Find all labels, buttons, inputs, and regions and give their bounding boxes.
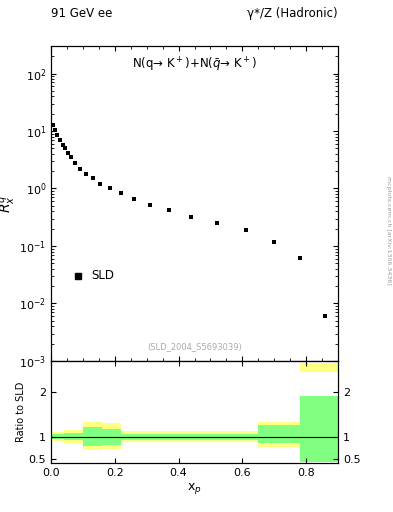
Y-axis label: Ratio to SLD: Ratio to SLD <box>16 382 26 442</box>
Bar <box>83 422 102 450</box>
Bar <box>51 432 64 441</box>
Bar <box>121 431 258 442</box>
Y-axis label: $R^q_x$: $R^q_x$ <box>0 195 18 212</box>
Bar <box>121 434 258 440</box>
Bar <box>83 427 102 445</box>
Bar <box>258 422 300 447</box>
Bar <box>102 423 121 449</box>
Text: γ*/Z (Hadronic): γ*/Z (Hadronic) <box>247 8 338 20</box>
Bar <box>300 396 338 462</box>
Bar <box>102 429 121 444</box>
Text: 91 GeV ee: 91 GeV ee <box>51 8 112 20</box>
Bar <box>51 434 64 439</box>
Bar <box>64 431 83 443</box>
Text: SLD: SLD <box>91 269 114 283</box>
Bar <box>258 424 300 443</box>
Text: N(q→ K$^+$)+N($\bar{q}$→ K$^+$): N(q→ K$^+$)+N($\bar{q}$→ K$^+$) <box>132 55 257 74</box>
X-axis label: x$_p$: x$_p$ <box>187 481 202 496</box>
Text: mcplots.cern.ch [arXiv:1306.3436]: mcplots.cern.ch [arXiv:1306.3436] <box>386 176 391 285</box>
Bar <box>64 433 83 440</box>
Text: (SLD_2004_S5693039): (SLD_2004_S5693039) <box>147 343 242 352</box>
Bar <box>300 363 338 372</box>
